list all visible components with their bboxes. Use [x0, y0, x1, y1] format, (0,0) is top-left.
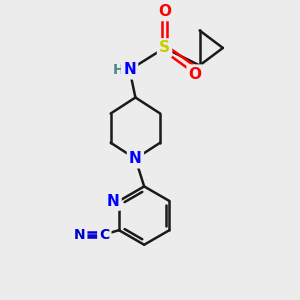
- Text: O: O: [158, 4, 171, 19]
- Text: O: O: [189, 67, 202, 82]
- Text: S: S: [159, 40, 170, 56]
- Text: N: N: [129, 151, 142, 166]
- Text: N: N: [107, 194, 119, 208]
- Text: C: C: [99, 227, 110, 242]
- Text: N: N: [123, 62, 136, 77]
- Text: H: H: [113, 63, 124, 77]
- Text: N: N: [74, 227, 85, 242]
